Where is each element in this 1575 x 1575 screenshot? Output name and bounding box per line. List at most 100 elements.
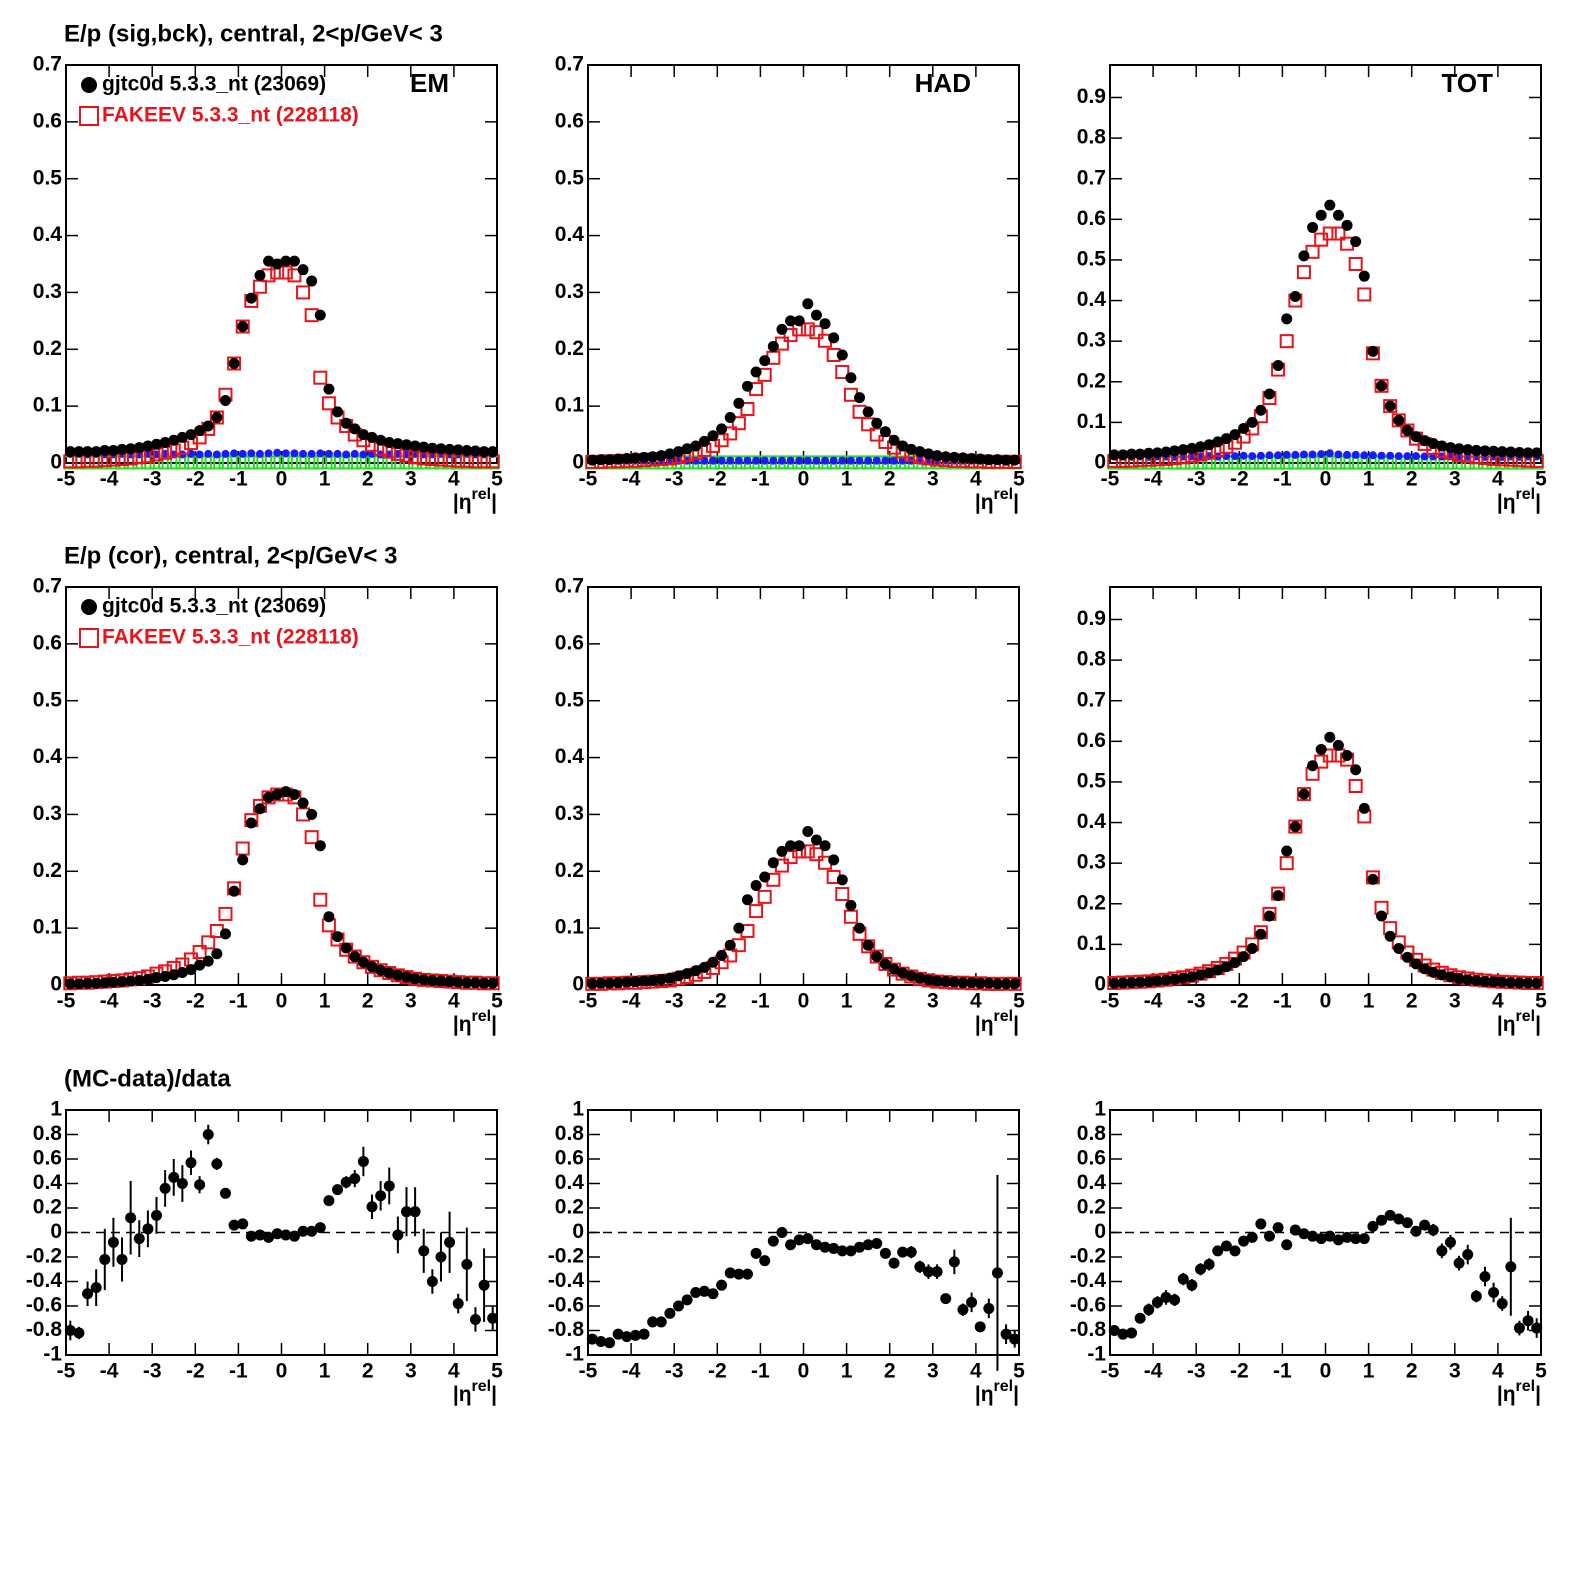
y-tick-label: 0.6 [33,1147,62,1170]
data-point [1488,976,1500,988]
x-tick-label: 5 [491,990,503,1013]
data-point [957,1304,969,1316]
data-point [478,977,490,989]
data-point [940,976,952,988]
data-point [116,1253,128,1265]
data-point [800,322,815,337]
y-tick-label: -1 [1087,1343,1106,1366]
x-tick-label: 2 [1406,468,1418,491]
data-point [314,1222,326,1234]
data-point [836,1245,848,1257]
panel-label: HAD [915,68,971,98]
data-point [1169,445,1181,457]
data-point [1263,388,1275,400]
x-tick-label: 0 [1320,468,1332,491]
x-axis-label: |ηrel| [453,1378,497,1405]
data-point [716,949,728,961]
data-point [1279,856,1294,871]
y-tick-label: -0.2 [1070,1245,1106,1268]
panel-title: E/p (sig,bck), central, 2<p/GeV< 3 [64,20,443,47]
x-axis-label-part: | [1535,1013,1541,1036]
data-point [1531,447,1543,459]
data-point [287,268,302,283]
x-axis-label-part: | [491,1383,497,1406]
data-point [73,446,85,458]
data-point [194,425,206,437]
y-tick-label: -0.6 [548,1294,584,1317]
data-point [974,453,986,465]
data-point [821,456,830,465]
x-tick-label: 1 [1363,1360,1375,1383]
data-point [211,412,223,424]
data-point [1289,1224,1301,1236]
data-point [1341,1231,1353,1243]
data-point [349,951,361,963]
data-point [1126,977,1138,989]
y-tick-label: -0.6 [26,1294,62,1317]
data-point [673,970,685,982]
data-point [931,975,943,987]
data-point [612,1328,624,1340]
data-point [306,808,318,820]
data-point [375,1190,387,1202]
data-point [230,449,239,458]
data-point [332,1184,344,1196]
data-point [1393,942,1405,954]
x-tick-label: -4 [1144,990,1163,1013]
x-tick-label: 2 [1406,1360,1418,1383]
data-point [426,974,438,986]
data-point [333,449,342,458]
legend-label: gjtc0d 5.3.3_nt (23069) [102,73,326,96]
x-axis-label-part: |η [1497,1013,1516,1036]
data-point [810,834,822,846]
data-point [1160,446,1172,458]
data-point [872,456,881,465]
data-point [227,356,242,371]
data-point [1462,974,1474,986]
data-point [1108,1325,1120,1336]
x-tick-label: 0 [798,468,810,491]
plot-frame [587,64,1020,464]
data-point [1436,969,1448,981]
data-point [888,963,900,975]
x-axis-label: |ηrel| [1497,1008,1541,1035]
x-tick-label: -2 [186,1360,205,1383]
data-point [194,1179,206,1191]
data-point [159,1182,171,1194]
x-tick-label: 0 [798,1360,810,1383]
y-tick-label: 0.8 [1077,648,1107,671]
data-point [192,945,207,960]
x-tick-label: 4 [970,990,982,1013]
data-point [871,417,883,429]
data-point [1350,1233,1362,1245]
data-point [1496,446,1508,458]
data-point [655,450,667,462]
x-axis-label: |ηrel| [1497,486,1541,513]
data-point [487,446,499,458]
data-point [1453,973,1465,985]
y-tick-label: -0.4 [1070,1269,1107,1292]
y-tick-label: -0.4 [548,1269,585,1292]
data-point [349,423,361,435]
x-tick-label: 0 [276,1360,288,1383]
data-point [835,365,850,380]
data-point [1298,250,1310,262]
data-point [151,1209,163,1221]
data-point [1263,910,1275,922]
data-point [1186,1279,1198,1291]
y-tick-label: 0.8 [555,1122,585,1145]
data-point [1126,448,1138,460]
y-tick-label: 0 [572,1220,584,1243]
data-point [323,911,335,923]
data-point [922,974,934,986]
data-point [647,451,659,463]
data-point [221,449,230,458]
data-point [1479,445,1491,457]
x-tick-label: 1 [319,990,331,1013]
x-axis-label-part: rel [472,486,492,503]
data-point [288,789,300,801]
data-point [228,885,240,897]
data-point [1160,1291,1172,1303]
data-point [846,456,855,465]
y-tick-label: 0.4 [33,223,63,246]
